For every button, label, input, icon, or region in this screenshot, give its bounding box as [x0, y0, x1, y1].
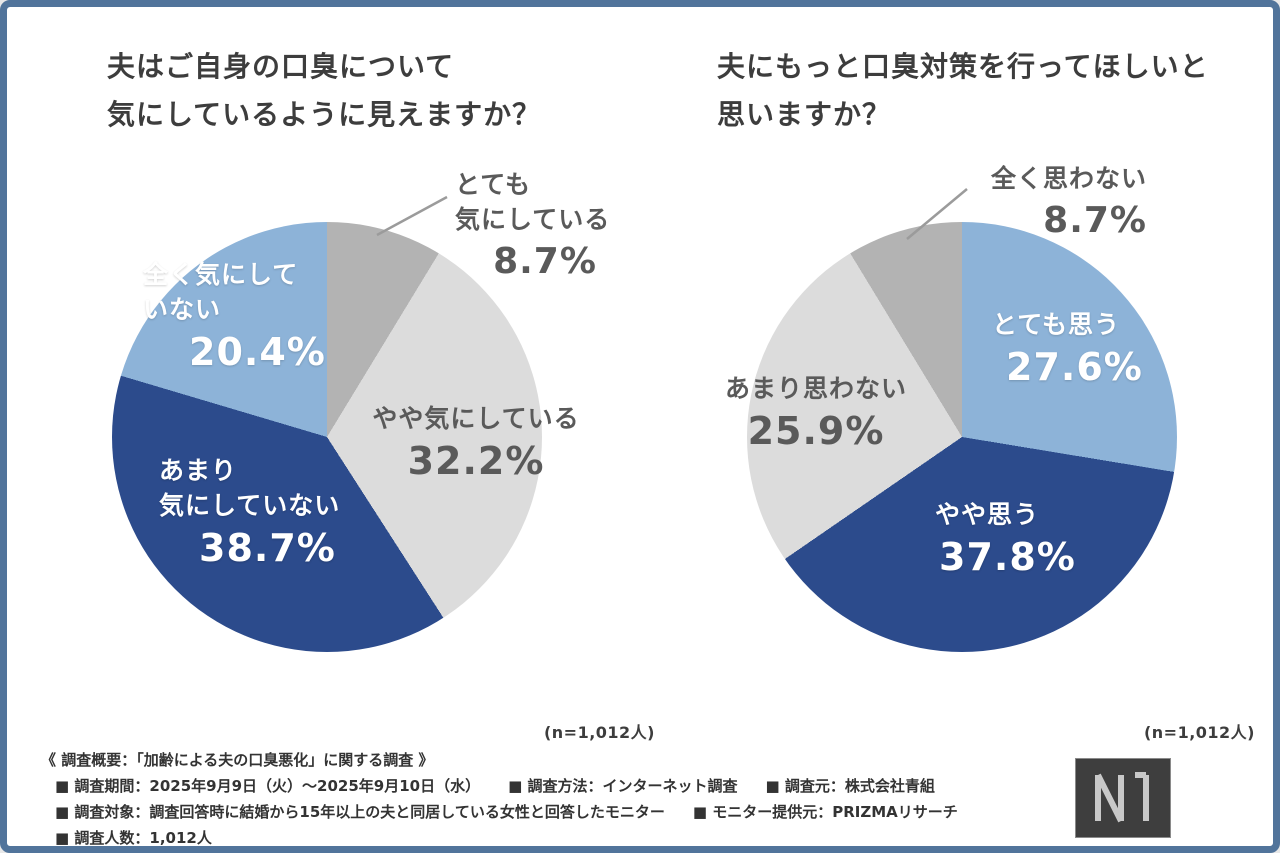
slice-label-percent: 8.7% [493, 241, 597, 282]
monitor-provider: ■ モニター提供元：PRIZMAリサーチ [692, 803, 958, 821]
footer-line-period-method-source: ■ 調査期間：2025年9月9日（火）〜2025年9月10日（水） ■ 調査方法… [41, 773, 958, 799]
slice-label-text: 気にしている [455, 205, 611, 234]
slice-label-percent: 37.8% [939, 535, 1076, 579]
slice-label-amari-omowanai: あまり思わない 25.9% [713, 371, 919, 456]
survey-overview-title: 《 調査概要：「加齢による夫の口臭悪化」に関する調査 》 [41, 751, 434, 769]
footer-line-overview: 《 調査概要：「加齢による夫の口臭悪化」に関する調査 》 [41, 747, 958, 773]
left-chart-title: 夫はご自身の口臭について 気にしているように見えますか？ [107, 43, 541, 138]
company-logo [1075, 758, 1171, 838]
left-pie-chart [112, 222, 542, 652]
footer-line-target-monitor: ■ 調査対象：調査回答時に結婚から15年以上の夫と同居している女性と回答したモニ… [41, 799, 958, 825]
slice-label-percent: 27.6% [1006, 345, 1143, 389]
survey-target: ■ 調査対象：調査回答時に結婚から15年以上の夫と同居している女性と回答したモニ… [55, 803, 665, 821]
slice-label-percent: 38.7% [199, 526, 336, 570]
survey-count: ■ 調査人数：1,012人 [55, 829, 212, 847]
slice-label-amari-kinishiteinai: あまり 気にしていない 38.7% [159, 453, 340, 573]
slice-label-text: 全く気にして [143, 260, 299, 289]
right-pie-chart [747, 222, 1177, 652]
slice-label-text: 全く思わない [990, 164, 1147, 193]
survey-period: ■ 調査期間：2025年9月9日（火）〜2025年9月10日（水） [55, 777, 481, 795]
slice-label-percent: 32.2% [407, 439, 545, 483]
left-sample-size-label: (n=1,012人) [543, 723, 655, 742]
slice-label-text: とても思う [992, 310, 1121, 339]
survey-method: ■ 調査方法：インターネット調査 [508, 777, 738, 795]
slice-label-totemo-omou: とても思う 27.6% [992, 307, 1143, 392]
slice-label-text: とても [455, 170, 532, 199]
slice-label-percent: 8.7% [1043, 200, 1147, 241]
slice-label-text: やや気にしている [372, 404, 580, 433]
left-callout-line [376, 195, 448, 237]
slice-label-percent: 20.4% [189, 330, 326, 374]
right-chart-title: 夫にもっと口臭対策を行ってほしいと 思いますか？ [717, 43, 1209, 138]
slice-label-mattaku-kinishiteinai: 全く気にして いない 20.4% [143, 257, 326, 377]
slice-label-yaya-kinishiteiru: やや気にしている 32.2% [367, 401, 585, 486]
survey-source: ■ 調査元：株式会社青組 [765, 777, 935, 795]
right-chart-title-line1: 夫にもっと口臭対策を行ってほしいと [717, 50, 1209, 83]
slice-label-text: あまり思わない [724, 374, 907, 403]
slice-label-text: やや思う [935, 500, 1040, 529]
right-sample-size-label: (n=1,012人) [1143, 723, 1255, 742]
slice-label-text: いない [143, 295, 222, 324]
left-chart-title-line2: 気にしているように見えますか？ [107, 97, 542, 131]
survey-overview-footer: 《 調査概要：「加齢による夫の口臭悪化」に関する調査 》 ■ 調査期間：2025… [41, 747, 958, 847]
slice-label-yaya-omou: やや思う 37.8% [935, 497, 1076, 582]
right-chart-title-line2: 思いますか？ [717, 97, 892, 131]
slice-label-text: あまり [159, 456, 238, 485]
left-chart-title-line1: 夫はご自身の口臭について [107, 50, 455, 83]
slice-label-mattaku-omowanai: 全く思わない 8.7% [979, 161, 1147, 243]
slice-label-percent: 25.9% [747, 409, 885, 453]
slice-label-totemo-kinishiteiru: とても 気にしている 8.7% [455, 167, 635, 284]
slice-label-text: 気にしていない [159, 491, 341, 520]
footer-line-count: ■ 調査人数：1,012人 [41, 825, 958, 847]
company-logo-icon [1075, 758, 1171, 838]
